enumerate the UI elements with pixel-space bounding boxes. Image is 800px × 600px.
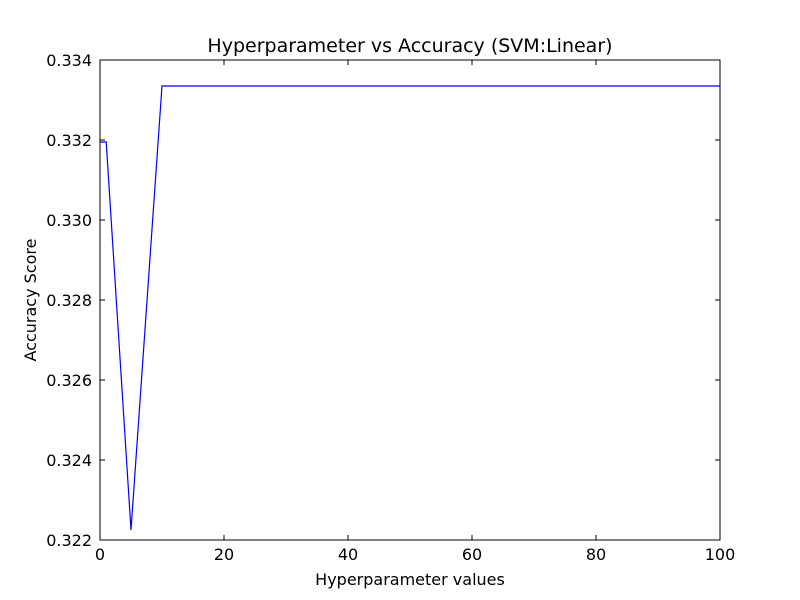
x-tick-label: 40	[338, 545, 358, 564]
series-group	[100, 85, 720, 531]
y-tick-label: 0.330	[46, 211, 92, 230]
y-tick-label: 0.324	[46, 451, 92, 470]
y-tick-label: 0.328	[46, 291, 92, 310]
ticks-group: 0 20 40 60 80 100 0.322 0.324 0.326 0.328 0.330 0.3…	[46, 51, 735, 564]
y-tick-label: 0.334	[46, 51, 92, 70]
x-tick-label: 100	[705, 545, 736, 564]
series-line	[100, 85, 720, 531]
y-axis-label: Accuracy Score	[21, 239, 40, 362]
x-axis-label: Hyperparameter values	[315, 570, 505, 589]
x-tick-label: 60	[462, 545, 482, 564]
x-tick-label: 0	[95, 545, 105, 564]
x-tick-label: 20	[214, 545, 234, 564]
plot-frame	[99, 59, 721, 541]
y-tick-label: 0.332	[46, 131, 92, 150]
chart-title: Hyperparameter vs Accuracy (SVM:Linear)	[207, 35, 612, 57]
x-tick-label: 80	[586, 545, 606, 564]
y-tick-label: 0.326	[46, 371, 92, 390]
y-tick-label: 0.322	[46, 531, 92, 550]
